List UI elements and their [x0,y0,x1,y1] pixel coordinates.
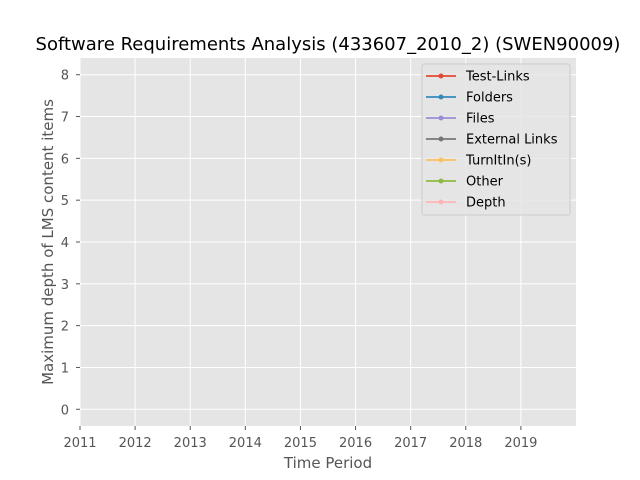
x-tick-label: 2018 [449,436,482,451]
legend-marker [438,178,444,184]
y-tick-label: 6 [61,152,69,167]
x-axis-label: Time Period [283,454,372,472]
legend: Test-Links Folders Files External Links Turn… [421,63,571,216]
y-tick-label: 2 [61,320,69,335]
legend-label: Test-Links [465,70,530,85]
y-tick-label: 3 [61,278,69,293]
legend-entry: Depth [426,196,506,211]
legend-marker [438,157,444,163]
legend-label: External Links [466,133,558,148]
x-tick-label: 2012 [119,436,152,451]
legend-marker [438,199,444,205]
x-tick-label: 2016 [339,436,372,451]
x-tick-label: 2013 [174,436,207,451]
x-tick-label: 2017 [394,436,427,451]
legend-entry: Files [426,112,495,127]
x-tick-labels: 2011 2012 2013 2014 2015 2016 2017 2018 2019 [63,436,537,451]
legend-box [421,63,571,216]
legend-label: Files [466,112,495,127]
legend-label: Other [466,175,504,190]
legend-entry: TurnItIn(s) [426,154,531,169]
y-tick-labels: 0 1 2 3 4 5 6 7 8 [61,69,69,419]
x-tick-label: 2014 [229,436,262,451]
y-tick-label: 8 [61,69,69,84]
x-tick-label: 2015 [284,436,317,451]
y-tick-label: 7 [61,111,69,126]
legend-entry: External Links [426,133,558,148]
legend-label: Depth [466,196,506,211]
legend-entry: Test-Links [426,70,530,85]
x-tick-label: 2019 [504,436,537,451]
legend-marker [438,94,444,100]
x-tick-label: 2011 [63,436,96,451]
legend-label: Folders [466,91,513,106]
y-tick-label: 4 [61,236,69,251]
chart-title: Software Requirements Analysis (433607_2… [36,34,621,55]
legend-marker [438,115,444,121]
legend-label: TurnItIn(s) [465,154,531,169]
y-axis-label: Maximum depth of LMS content items [39,99,57,385]
legend-marker [438,73,444,79]
legend-marker [438,136,444,142]
y-tick-label: 0 [61,403,69,418]
legend-entry: Folders [426,91,513,106]
y-tick-label: 1 [61,361,69,376]
y-tick-label: 5 [61,194,69,209]
legend-entry: Other [426,175,504,190]
